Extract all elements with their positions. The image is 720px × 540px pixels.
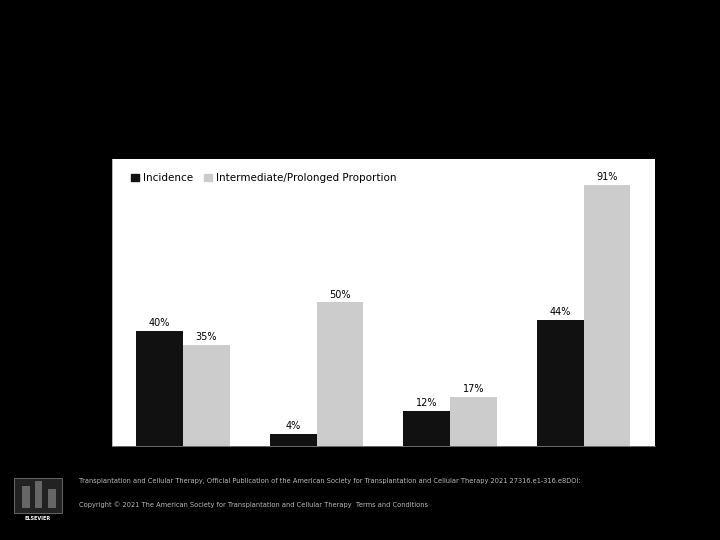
Bar: [22, 486, 30, 508]
Bar: [584, 185, 631, 446]
Text: 91%: 91%: [596, 172, 618, 182]
Bar: [48, 489, 55, 508]
Text: Figure 1: Figure 1: [335, 24, 385, 37]
Bar: [317, 302, 364, 446]
Bar: [35, 481, 42, 508]
Text: 40%: 40%: [149, 318, 171, 328]
Text: ELSEVIER: ELSEVIER: [24, 516, 51, 521]
Bar: [136, 331, 183, 445]
Bar: [537, 320, 584, 446]
Text: Transplantation and Cellular Therapy, Official Publication of the American Socie: Transplantation and Cellular Therapy, Of…: [79, 478, 581, 484]
Bar: [270, 434, 317, 446]
Text: 17%: 17%: [463, 384, 485, 394]
Text: 44%: 44%: [549, 307, 571, 316]
Bar: [14, 478, 62, 513]
Text: 35%: 35%: [196, 333, 217, 342]
Text: 50%: 50%: [329, 289, 351, 300]
Text: Copyright © 2021 The American Society for Transplantation and Cellular Therapy  : Copyright © 2021 The American Society fo…: [79, 501, 428, 508]
Bar: [450, 397, 497, 445]
Text: 12%: 12%: [416, 399, 438, 408]
Legend: Incidence, Intermediate/Prolonged Proportion: Incidence, Intermediate/Prolonged Propor…: [127, 170, 400, 186]
Bar: [403, 411, 450, 446]
Bar: [183, 346, 230, 446]
Text: 4%: 4%: [286, 421, 301, 431]
